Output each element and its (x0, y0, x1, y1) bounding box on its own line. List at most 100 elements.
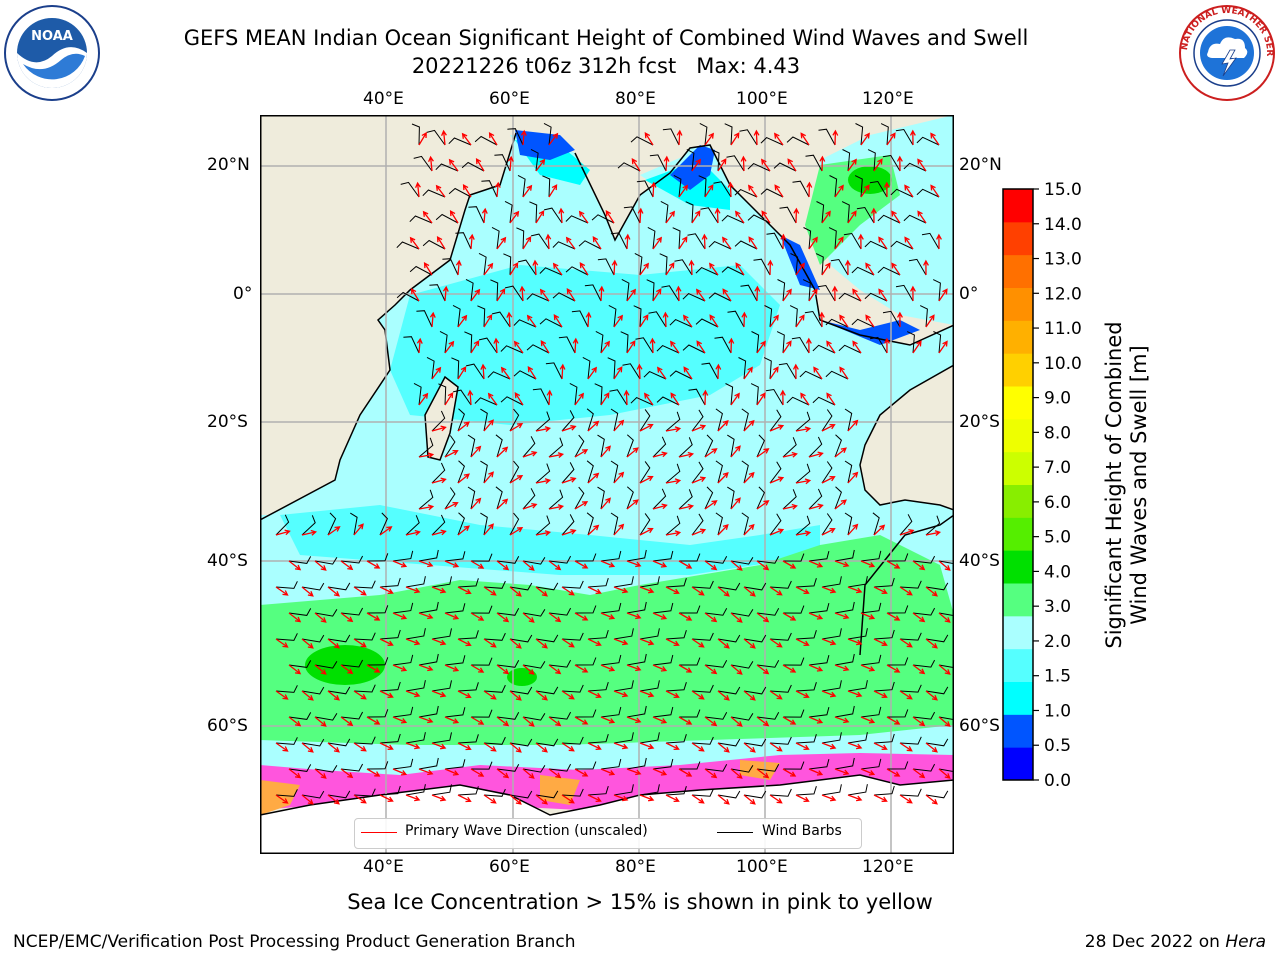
wave-direction-arrow (722, 288, 732, 302)
wind-barb (847, 628, 868, 640)
wind-barb (877, 214, 901, 224)
wind-barb (660, 200, 669, 224)
wind-barb (766, 232, 784, 250)
wind-barb (431, 514, 446, 536)
wave-direction-arrow (753, 129, 760, 146)
wave-direction-arrow (566, 288, 576, 302)
wave-direction-arrow (626, 288, 636, 302)
wind-barb (522, 488, 536, 510)
noaa-logo-text: NOAA (31, 29, 73, 44)
wave-direction-arrow (457, 638, 472, 647)
wave-direction-arrow (493, 337, 500, 354)
lat-tick-left: 40°S (207, 551, 248, 571)
wave-direction-arrow (691, 794, 705, 804)
wave-direction-arrow (860, 716, 876, 724)
wave-direction-arrow (480, 363, 487, 380)
wind-barb (314, 557, 338, 565)
wind-barb (717, 582, 741, 591)
wind-barb (504, 285, 524, 302)
wave-direction-arrow (431, 638, 447, 646)
wave-direction-arrow (444, 392, 454, 406)
wind-barb (906, 331, 915, 354)
wind-barb (626, 601, 647, 614)
wave-direction-arrow (418, 664, 434, 672)
wave-direction-arrow (379, 526, 393, 536)
wave-direction-arrow (483, 586, 497, 596)
wind-barb (704, 607, 728, 616)
wave-direction-arrow (488, 131, 498, 146)
colorbar-cell (1003, 189, 1033, 223)
wind-barb (851, 318, 875, 328)
wave-direction-arrow (301, 638, 314, 649)
wind-barb (392, 654, 414, 666)
wind-barb (715, 460, 723, 484)
wind-barb (444, 487, 456, 510)
wave-direction-arrow (756, 768, 770, 779)
wave-direction-arrow (834, 499, 847, 510)
lon-tick-top: 100°E (736, 89, 788, 109)
wave-direction-arrow (860, 612, 876, 620)
wind-barb (867, 149, 876, 172)
wind-barb (704, 711, 728, 720)
wind-barb (558, 336, 576, 354)
lat-tick-right: 60°S (959, 716, 1000, 736)
wave-direction-arrow (780, 233, 787, 250)
wind-barb (804, 310, 823, 328)
wave-direction-arrow (808, 664, 824, 672)
wave-direction-arrow (366, 716, 381, 725)
wind-barb (542, 175, 551, 198)
wind-barb (597, 486, 605, 510)
wind-barb (529, 201, 538, 224)
wind-barbs (275, 122, 954, 799)
wind-barb (686, 148, 695, 172)
wave-direction-arrow (483, 471, 494, 484)
wave-direction-arrow (917, 210, 927, 224)
wave-direction-arrow (756, 340, 766, 354)
wind-barb (747, 163, 771, 172)
wave-direction-arrow (539, 288, 550, 302)
wave-direction-arrow (860, 184, 870, 198)
wind-barb (587, 733, 609, 744)
wave-direction-arrow (818, 311, 825, 328)
wave-direction-arrow (665, 638, 680, 647)
wave-direction-arrow (782, 340, 792, 354)
wave-direction-arrow (808, 768, 824, 776)
wave-direction-arrow (760, 158, 771, 172)
wind-barb (366, 709, 389, 718)
wave-direction-arrow (637, 207, 644, 224)
wind-barb (938, 560, 954, 565)
wind-barb (808, 602, 830, 614)
wave-direction-arrow (839, 366, 849, 380)
wave-direction-arrow (678, 503, 695, 510)
wind-barb (805, 154, 823, 172)
colorbar-tick-label: 5.0 (1044, 528, 1071, 548)
wave-direction-arrow (613, 586, 629, 594)
wave-direction-arrow (496, 560, 510, 571)
wave-direction-arrow (392, 612, 408, 620)
wave-direction-arrow (756, 392, 766, 406)
wind-barb (535, 634, 559, 643)
wind-barb (431, 784, 452, 796)
wind-barb (586, 512, 594, 536)
wave-direction-arrow (418, 392, 429, 406)
wave-direction-arrow (847, 523, 859, 536)
wave-direction-arrow (852, 340, 862, 354)
wind-barb (704, 434, 714, 458)
wave-direction-arrow (275, 742, 289, 752)
wind-barb (634, 252, 643, 276)
wave-direction-arrow (613, 314, 623, 328)
wind-barb (643, 371, 667, 380)
wind-barb (438, 383, 447, 406)
wave-direction-arrow (462, 183, 472, 198)
wind-barb (340, 711, 364, 720)
wind-barb (938, 664, 954, 669)
wave-direction-arrow (665, 210, 675, 224)
wind-barb (496, 712, 520, 720)
wave-direction-arrow (314, 612, 327, 623)
wind-barb (938, 716, 954, 721)
map-subtitle: 20221226 t06z 312h fcst Max: 4.43 (411, 54, 801, 78)
wind-barb (468, 206, 485, 224)
wind-barb (751, 331, 760, 354)
wave-direction-arrow (847, 586, 863, 594)
footer-machine: Hera (1225, 932, 1266, 952)
